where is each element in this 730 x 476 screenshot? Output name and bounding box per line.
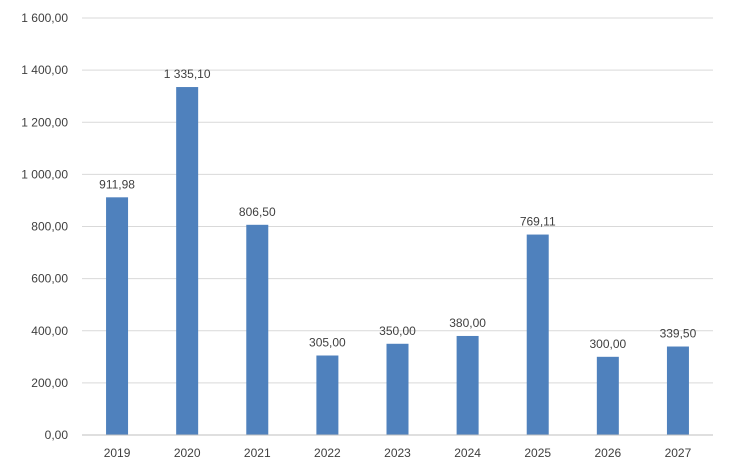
- data-label-2019: 911,98: [99, 177, 135, 191]
- bar-2027: [666, 346, 689, 435]
- y-tick-label: 1 000,00: [21, 167, 68, 181]
- x-tick-label-2019: 2019: [104, 446, 131, 460]
- x-tick-label-2020: 2020: [174, 446, 201, 460]
- data-label-2020: 1 335,10: [164, 67, 211, 81]
- data-label-2024: 380,00: [449, 316, 486, 330]
- x-axis-category-labels: 2019 2020 2021 2022 2023 2024 2025 2026 2027: [104, 446, 692, 460]
- bar-2026: [596, 356, 619, 435]
- x-tick-label-2024: 2024: [454, 446, 481, 460]
- data-label-2022: 305,00: [309, 336, 346, 350]
- y-tick-label: 1 200,00: [21, 115, 68, 129]
- bar-2023: [386, 343, 409, 435]
- data-label-2026: 300,00: [589, 337, 626, 351]
- data-label-2025: 769,11: [520, 215, 556, 229]
- y-tick-label: 400,00: [31, 324, 68, 338]
- y-tick-label: 600,00: [31, 272, 68, 286]
- y-tick-label: 800,00: [31, 220, 68, 234]
- data-label-2027: 339,50: [660, 327, 697, 341]
- data-labels: 911,98 1 335,10 806,50 305,00 350,00 380,00 76…: [99, 67, 696, 351]
- bar-2020: [176, 87, 199, 436]
- y-tick-label: 0,00: [45, 428, 69, 442]
- y-tick-label: 200,00: [31, 376, 68, 390]
- bar-2019: [106, 197, 129, 435]
- bars: [106, 87, 689, 436]
- x-tick-label-2022: 2022: [314, 446, 341, 460]
- x-tick-label-2025: 2025: [524, 446, 551, 460]
- x-tick-label-2027: 2027: [665, 446, 692, 460]
- data-label-2023: 350,00: [379, 324, 416, 338]
- y-axis-tick-labels: 0,00 200,00 400,00 600,00 800,00 1 000,00 1 20…: [21, 11, 68, 442]
- bar-2022: [316, 355, 339, 435]
- bar-2025: [526, 234, 549, 435]
- bar-2021: [246, 224, 269, 435]
- x-tick-label-2021: 2021: [244, 446, 271, 460]
- bar-2024: [456, 335, 479, 435]
- y-tick-label: 1 600,00: [21, 11, 68, 25]
- data-label-2021: 806,50: [239, 205, 276, 219]
- x-tick-label-2023: 2023: [384, 446, 411, 460]
- x-tick-label-2026: 2026: [594, 446, 621, 460]
- y-tick-label: 1 400,00: [21, 63, 68, 77]
